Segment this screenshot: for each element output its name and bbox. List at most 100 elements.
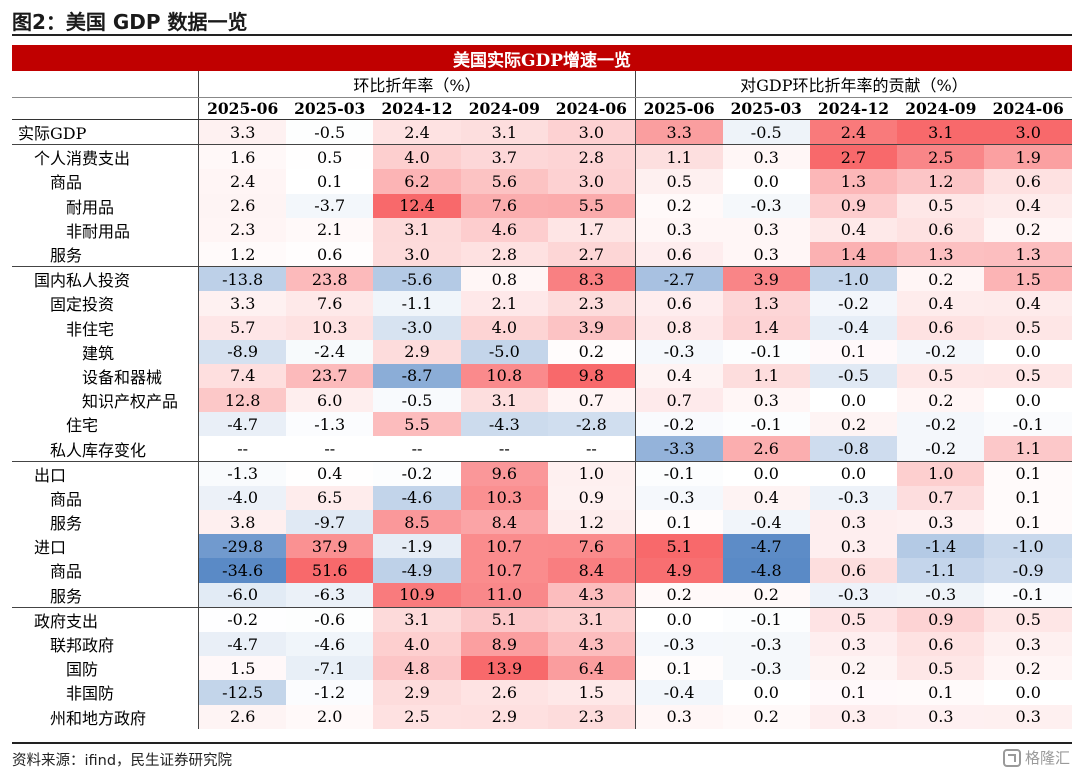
table-cell: 2.3 <box>198 217 287 242</box>
table-cell: 5.7 <box>198 315 287 340</box>
table-cell: 0.2 <box>809 412 898 437</box>
table-row: 建筑 -8.9 -2.4 2.9 -5.0 0.2 -0.3 -0.1 0.1 -0.2 0.0 <box>12 339 1072 364</box>
column-header: 2024-09 <box>460 97 548 120</box>
table-cell: 4.8 <box>373 656 461 681</box>
table-cell: 0.9 <box>547 485 636 510</box>
row-label: 州和地方政府 <box>50 708 147 728</box>
table-cell: 2.4 <box>373 119 461 145</box>
table-cell: 0.3 <box>897 704 985 729</box>
table-cell: -0.5 <box>286 119 374 145</box>
row-label: 非耐用品 <box>66 221 131 241</box>
table-cell: 0.7 <box>634 388 723 413</box>
table-cell: -1.1 <box>897 558 985 583</box>
table-cell: -5.0 <box>460 339 548 364</box>
table-cell: 0.8 <box>460 266 548 292</box>
column-header: 2025-03 <box>722 97 810 120</box>
table-cell: 2.7 <box>547 241 636 267</box>
table-cell: -1.2 <box>286 680 374 705</box>
table-cell: -1.4 <box>897 534 985 559</box>
table-cell: -7.1 <box>286 656 374 681</box>
table-cell: 1.3 <box>984 241 1072 267</box>
row-label: 联邦政府 <box>50 636 115 656</box>
table-cell: 2.5 <box>897 144 985 170</box>
row-label: 设备和器械 <box>82 367 163 387</box>
table-cell: 0.1 <box>809 339 898 364</box>
table-cell: -3.0 <box>373 315 461 340</box>
table-cell: 2.5 <box>373 704 461 729</box>
table-cell: -0.3 <box>897 582 985 608</box>
table-cell: 1.2 <box>547 510 636 535</box>
table-cell: 0.5 <box>897 656 985 681</box>
table-cell: 0.2 <box>897 388 985 413</box>
stub-column-header-blank <box>12 97 199 120</box>
table-cell: 10.3 <box>286 315 374 340</box>
row-label: 服务 <box>50 586 83 606</box>
table-cell: -6.0 <box>198 582 287 608</box>
table-cell: 3.1 <box>460 388 548 413</box>
table-cell: 1.9 <box>984 144 1072 170</box>
table-cell: 2.6 <box>198 704 287 729</box>
table-cell: 10.9 <box>373 582 461 608</box>
table-cell: 3.3 <box>634 119 723 145</box>
table-cell: 2.6 <box>722 436 810 462</box>
table-row: 国防 1.5 -7.1 4.8 13.9 6.4 0.1 -0.3 0.2 0.5 0.2 <box>12 656 1072 681</box>
row-label: 私人库存变化 <box>50 440 147 460</box>
column-header: 2024-12 <box>809 97 898 120</box>
table-cell: -0.2 <box>897 436 985 462</box>
table-cell: 1.1 <box>722 363 810 389</box>
table-cell: -8.9 <box>198 339 287 364</box>
table-cell: -3.7 <box>286 193 374 218</box>
table-cell: 2.7 <box>809 144 898 170</box>
table-cell: 0.5 <box>286 144 374 170</box>
table-cell: 0.3 <box>634 704 723 729</box>
row-label: 国内私人投资 <box>12 266 199 292</box>
table-cell: 4.0 <box>373 144 461 170</box>
table-cell: 0.4 <box>286 460 374 486</box>
table-cell: 5.1 <box>634 534 723 559</box>
table-cell: 0.5 <box>897 363 985 389</box>
table-cell: 7.4 <box>198 363 287 389</box>
column-header: 2024-06 <box>547 97 636 120</box>
table-cell: 0.2 <box>634 582 723 608</box>
row-label: 耐用品 <box>66 197 115 217</box>
table-cell: 1.5 <box>198 656 287 681</box>
table-cell: -8.7 <box>373 363 461 389</box>
table-cell: 3.0 <box>547 169 636 194</box>
table-cell: 0.5 <box>634 169 723 194</box>
table-cell: 0.6 <box>809 558 898 583</box>
table-cell: -0.1 <box>722 606 810 632</box>
table-cell: -29.8 <box>198 534 287 559</box>
table-cell: 2.1 <box>286 217 374 242</box>
table-cell: 0.1 <box>984 485 1072 510</box>
table-cell: 1.4 <box>722 315 810 340</box>
table-cell: 0.0 <box>984 680 1072 705</box>
table-cell: 0.1 <box>286 169 374 194</box>
table-cell: 0.5 <box>809 606 898 632</box>
table-cell: -- <box>324 439 336 459</box>
row-label: 服务 <box>50 246 83 266</box>
table-cell: 0.6 <box>897 631 985 657</box>
table-cell: 2.9 <box>460 704 548 729</box>
column-header: 2025-06 <box>634 97 723 120</box>
table-cell: -0.1 <box>984 412 1072 437</box>
table-cell: 6.2 <box>373 169 461 194</box>
table-cell: -4.0 <box>198 485 287 510</box>
row-label: 住宅 <box>66 416 99 436</box>
table-cell: 3.3 <box>198 119 287 145</box>
table-cell: -0.2 <box>897 412 985 437</box>
table-cell: 0.0 <box>984 339 1072 364</box>
table-cell: 9.6 <box>460 460 548 486</box>
table-cell: 10.8 <box>460 363 548 389</box>
row-label: 知识产权产品 <box>82 392 179 412</box>
table-cell: -0.3 <box>722 656 810 681</box>
table-cell: 0.6 <box>897 217 985 242</box>
row-label: 商品 <box>50 173 83 193</box>
table-cell: 0.3 <box>722 144 810 170</box>
table-cell: 0.5 <box>897 193 985 218</box>
table-cell: -4.7 <box>198 631 287 657</box>
table-cell: -0.3 <box>634 339 723 364</box>
table-cell: -3.3 <box>634 436 723 462</box>
table-cell: 6.0 <box>286 388 374 413</box>
table-cell: 2.0 <box>286 704 374 729</box>
table-cell: -0.2 <box>198 606 287 632</box>
